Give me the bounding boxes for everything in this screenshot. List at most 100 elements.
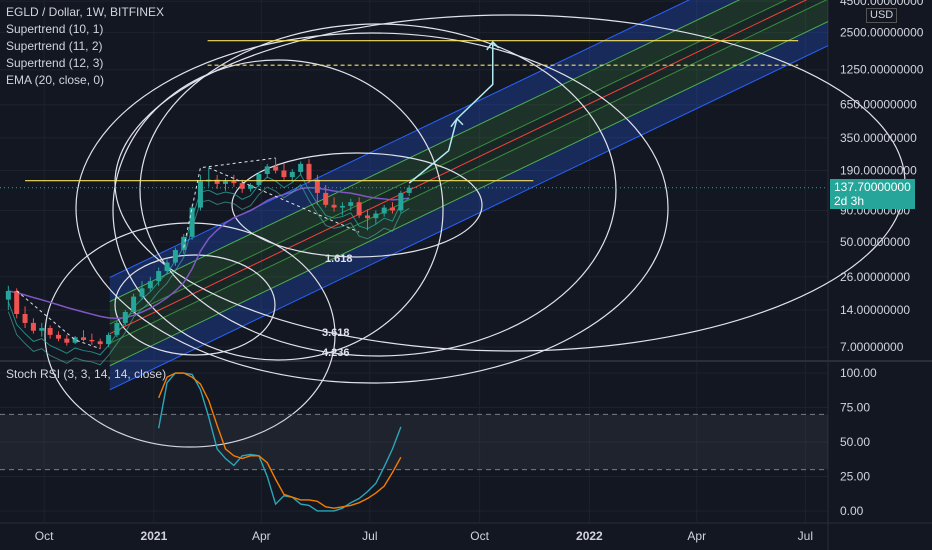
axes: 4500.00000000 2500.00000000 1250.00000000 6… [35, 0, 924, 543]
channel-band-lower-outer [109, 21, 829, 390]
candle-body [348, 202, 354, 206]
fib-ellipse [231, 152, 483, 258]
stoch-axis-label: 75.00 [840, 401, 870, 415]
time-axis-label: Apr [687, 529, 706, 543]
pattern-line [183, 157, 276, 248]
bar-countdown: 2d 3h [834, 194, 865, 208]
last-price-tag: 137.70000000 2d 3h [830, 179, 915, 209]
candle-body [298, 163, 304, 172]
time-axis-label: 2021 [141, 529, 168, 543]
candle-body [314, 179, 320, 193]
indicator-overlays [7, 173, 410, 366]
channel-band-lower-inner [109, 0, 828, 366]
projection-arrowhead [450, 117, 464, 128]
stoch-rsi-label[interactable]: Stoch RSI (3, 3, 14, 14, close) [6, 367, 167, 381]
candle-body [47, 328, 53, 335]
projection-arrowhead [486, 40, 500, 51]
time-axis-label: Jul [798, 529, 813, 543]
channel-line [109, 45, 829, 391]
last-price-value: 137.70000000 [834, 180, 911, 194]
currency-badge[interactable]: USD [866, 8, 898, 23]
regression-channel [109, 0, 829, 391]
stoch-rsi-pane [0, 372, 828, 512]
fib-circles: 1.618 3.618 4.236 [44, 14, 906, 448]
candle-body [381, 207, 387, 214]
candle-body [97, 341, 103, 345]
stoch-axis-label: 0.00 [840, 504, 864, 518]
time-axis-label: 2022 [576, 529, 603, 543]
candle-body [356, 202, 362, 216]
candle-body [147, 281, 153, 289]
channel-line [109, 21, 829, 367]
fib-level-label: 1.618 [325, 253, 353, 265]
candle-body [89, 339, 95, 342]
indicator-supertrend-3[interactable]: Supertrend (12, 3) [6, 56, 104, 70]
candle-body [81, 337, 87, 340]
fib-ellipse [75, 32, 669, 384]
stoch-legend: Stoch RSI (3, 3, 14, 14, close) [6, 366, 166, 383]
candle-body [331, 204, 337, 208]
candle-body [256, 173, 262, 185]
candle-body [114, 322, 120, 335]
candle-body [390, 207, 396, 211]
stoch-series-line [158, 372, 402, 509]
candle-body [273, 166, 279, 171]
time-axis-label: Oct [35, 529, 54, 543]
candle-body [30, 322, 36, 331]
candle-body [172, 249, 178, 263]
candle-body [289, 171, 295, 178]
candle-body [373, 213, 379, 219]
pattern-line [16, 290, 101, 350]
candle-body [364, 215, 370, 219]
ema-line [8, 186, 410, 320]
supertrend-line [7, 183, 410, 366]
candle-body [5, 290, 11, 300]
candle-body [398, 192, 404, 211]
channel-line [109, 0, 828, 344]
price-axis-label: 26.00000000 [840, 270, 910, 284]
candle-body [248, 184, 254, 189]
time-axis-label: Oct [470, 529, 489, 543]
price-axis-label: 4500.00000000 [840, 0, 924, 8]
candle-body [122, 311, 128, 323]
candle-body [197, 181, 203, 208]
fib-ellipse [139, 23, 617, 357]
stoch-axis-label: 100.00 [840, 366, 877, 380]
stoch-series-line [157, 372, 402, 512]
legend: EGLD / Dollar, 1W, BITFINEX Supertrend (… [6, 4, 164, 89]
candle-body [222, 181, 228, 184]
indicator-supertrend-1[interactable]: Supertrend (10, 1) [6, 22, 104, 36]
indicator-ema[interactable]: EMA (20, close, 0) [6, 73, 105, 87]
candle-body [164, 262, 170, 272]
candle-body [72, 337, 78, 343]
fib-level-label: 4.236 [322, 347, 350, 359]
candle-body [64, 338, 70, 343]
time-axis-label: Jul [362, 529, 377, 543]
candle-body [156, 271, 162, 282]
price-axis-label: 14.00000000 [840, 303, 910, 317]
candle-body [264, 166, 270, 174]
drawings [0, 40, 828, 350]
channel-line [109, 0, 808, 335]
chart-title[interactable]: EGLD / Dollar, 1W, BITFINEX [6, 5, 165, 19]
price-axis-label: 190.00000000 [840, 163, 917, 177]
candle-body [181, 236, 187, 250]
candle-body [306, 163, 312, 180]
price-axis-label: 50.00000000 [840, 235, 910, 249]
price-axis-label: 350.00000000 [840, 131, 917, 145]
price-axis-label: 1250.00000000 [840, 63, 924, 77]
candle-body [39, 328, 45, 331]
candle-body [239, 183, 245, 189]
candle-body [131, 296, 137, 312]
candle-body [55, 334, 61, 339]
price-axis-label: 7.00000000 [840, 340, 904, 354]
indicator-supertrend-2[interactable]: Supertrend (11, 2) [6, 39, 103, 53]
candle-body [339, 205, 345, 208]
candle-body [323, 192, 329, 205]
candle-body [189, 207, 195, 237]
candle-body [406, 187, 412, 193]
candle-body [214, 179, 220, 184]
price-axis-label: 2500.00000000 [840, 26, 924, 40]
